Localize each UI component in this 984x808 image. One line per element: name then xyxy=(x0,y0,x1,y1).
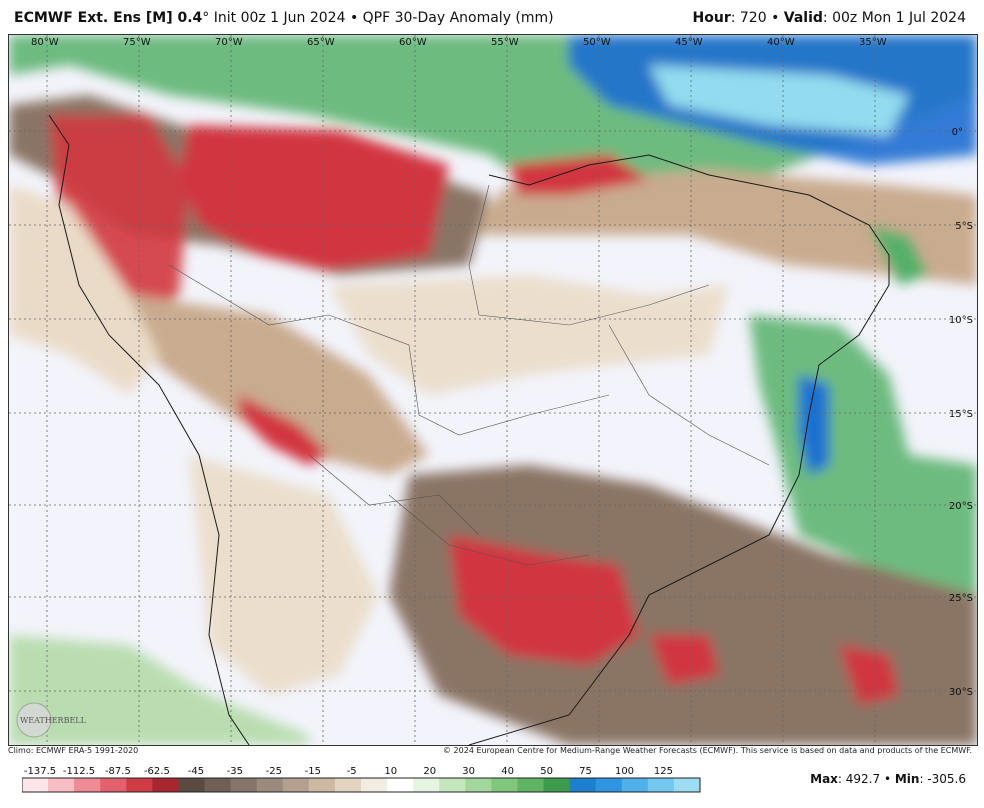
hour-label: Hour xyxy=(692,10,731,26)
lat-label: 25°S xyxy=(949,593,973,604)
colorbar-swatch xyxy=(543,778,571,792)
colorbar-swatch xyxy=(595,778,623,792)
model-name: ECMWF Ext. Ens [M] 0.4 xyxy=(14,10,203,26)
colorbar-swatch xyxy=(22,778,49,792)
colorbar-swatch xyxy=(100,778,127,792)
valid-time: Hour: 720 • Valid: 00z Mon 1 Jul 2024 xyxy=(693,10,966,26)
weatherbell-logo: WEATHERBELL xyxy=(16,702,87,738)
colorbar-tick-label: 75 xyxy=(579,766,592,777)
colorbar-swatch xyxy=(517,778,545,792)
max-min-readout: Max: 492.7 • Min: -305.6 xyxy=(810,772,966,786)
colorbar-swatch xyxy=(621,778,649,792)
max-label: Max xyxy=(810,772,838,786)
max-value: : 492.7 • xyxy=(837,772,895,786)
colorbar-swatch xyxy=(152,778,179,792)
colorbar-frame xyxy=(22,777,701,793)
lon-label: 60°W xyxy=(399,37,427,48)
lat-label: 15°S xyxy=(949,409,973,420)
colorbar-tick-label: -5 xyxy=(347,766,357,777)
lon-label: 65°W xyxy=(307,37,335,48)
colorbar-tick-label: -137.5 xyxy=(24,766,56,777)
colorbar-swatches xyxy=(22,778,701,792)
colorbar-tick-label: 125 xyxy=(654,766,673,777)
colorbar-tick-label: 20 xyxy=(423,766,436,777)
logo-text: WEATHERBELL xyxy=(20,716,87,725)
colorbar-swatch xyxy=(491,778,518,792)
map-title: ECMWF Ext. Ens [M] 0.4° Init 00z 1 Jun 2… xyxy=(14,10,554,26)
colorbar-tick-label: 100 xyxy=(615,766,634,777)
anomaly-shading xyxy=(9,35,977,745)
colorbar-labels: -137.5 -112.5 -87.5 -62.5 -45 -35 -25 -15 -5 10 20… xyxy=(24,766,673,777)
lon-label: 35°W xyxy=(859,37,887,48)
colorbar-swatch xyxy=(569,778,597,792)
min-label: Min xyxy=(894,772,920,786)
lon-label: 70°W xyxy=(215,37,243,48)
colorbar-tick-label: -87.5 xyxy=(105,766,131,777)
colorbar-swatch xyxy=(48,778,75,792)
colorbar-swatch xyxy=(74,778,101,792)
colorbar-swatch xyxy=(413,778,440,792)
colorbar-tick-label: 40 xyxy=(501,766,514,777)
latitude-labels: 0° 5°S 10°S 15°S 20°S 25°S 30°S xyxy=(949,127,973,698)
colorbar-swatch xyxy=(465,778,492,792)
colorbar-swatch xyxy=(178,778,206,792)
colorbar-swatch xyxy=(647,778,675,792)
colorbar-tick-label: -62.5 xyxy=(144,766,170,777)
colorbar-swatch xyxy=(439,778,466,792)
lat-label: 30°S xyxy=(949,687,973,698)
anomaly-map: 80°W 75°W 70°W 65°W 60°W 55°W 50°W 45°W … xyxy=(9,35,977,745)
lon-label: 75°W xyxy=(123,37,151,48)
lat-label: 0° xyxy=(952,127,963,138)
min-value: : -305.6 xyxy=(919,772,966,786)
colorbar-tick-label: -15 xyxy=(305,766,321,777)
colorbar-tick-label: -45 xyxy=(188,766,204,777)
lon-label: 80°W xyxy=(31,37,59,48)
hour-value: : 720 • xyxy=(730,10,784,26)
climo-credit: Climo: ECMWF ERA-5 1991-2020 xyxy=(8,746,139,755)
graticule xyxy=(9,35,977,745)
lat-label: 20°S xyxy=(949,501,973,512)
colorbar-swatch xyxy=(361,778,388,792)
colorbar-tick-label: 10 xyxy=(384,766,397,777)
coastline xyxy=(48,114,890,745)
colorbar-swatch xyxy=(282,778,310,792)
copyright-credit: © 2024 European Centre for Medium-Range … xyxy=(443,746,972,755)
run-info: ° Init 00z 1 Jun 2024 • QPF 30-Day Anoma… xyxy=(202,10,554,26)
lon-label: 40°W xyxy=(767,37,795,48)
colorbar-swatch xyxy=(256,778,284,792)
colorbar-swatch xyxy=(230,778,258,792)
colorbar-tick-label: -112.5 xyxy=(63,766,95,777)
colorbar-swatch xyxy=(204,778,232,792)
valid-label: Valid xyxy=(783,10,823,26)
header: ECMWF Ext. Ens [M] 0.4° Init 00z 1 Jun 2… xyxy=(0,0,984,34)
lat-label: 10°S xyxy=(949,315,973,326)
lon-label: 55°W xyxy=(491,37,519,48)
map-panel: 80°W 75°W 70°W 65°W 60°W 55°W 50°W 45°W … xyxy=(8,34,978,746)
colorbar-tick-label: 50 xyxy=(540,766,553,777)
valid-value: : 00z Mon 1 Jul 2024 xyxy=(822,10,966,26)
lat-label: 5°S xyxy=(955,221,973,232)
colorbar-swatch xyxy=(334,778,362,792)
longitude-labels: 80°W 75°W 70°W 65°W 60°W 55°W 50°W 45°W … xyxy=(31,37,887,48)
state-borders xyxy=(168,184,770,566)
colorbar-swatch xyxy=(308,778,336,792)
lon-label: 45°W xyxy=(675,37,703,48)
colorbar-tick-label: -35 xyxy=(227,766,243,777)
lon-label: 50°W xyxy=(583,37,611,48)
colorbar-tick-label: 30 xyxy=(462,766,475,777)
colorbar-swatch xyxy=(387,778,414,792)
colorbar-swatch xyxy=(673,778,701,792)
colorbar-tick-label: -25 xyxy=(266,766,282,777)
colorbar-swatch xyxy=(126,778,153,792)
colorbar: -137.5 -112.5 -87.5 -62.5 -45 -35 -25 -15 -5 10 20… xyxy=(22,766,701,793)
